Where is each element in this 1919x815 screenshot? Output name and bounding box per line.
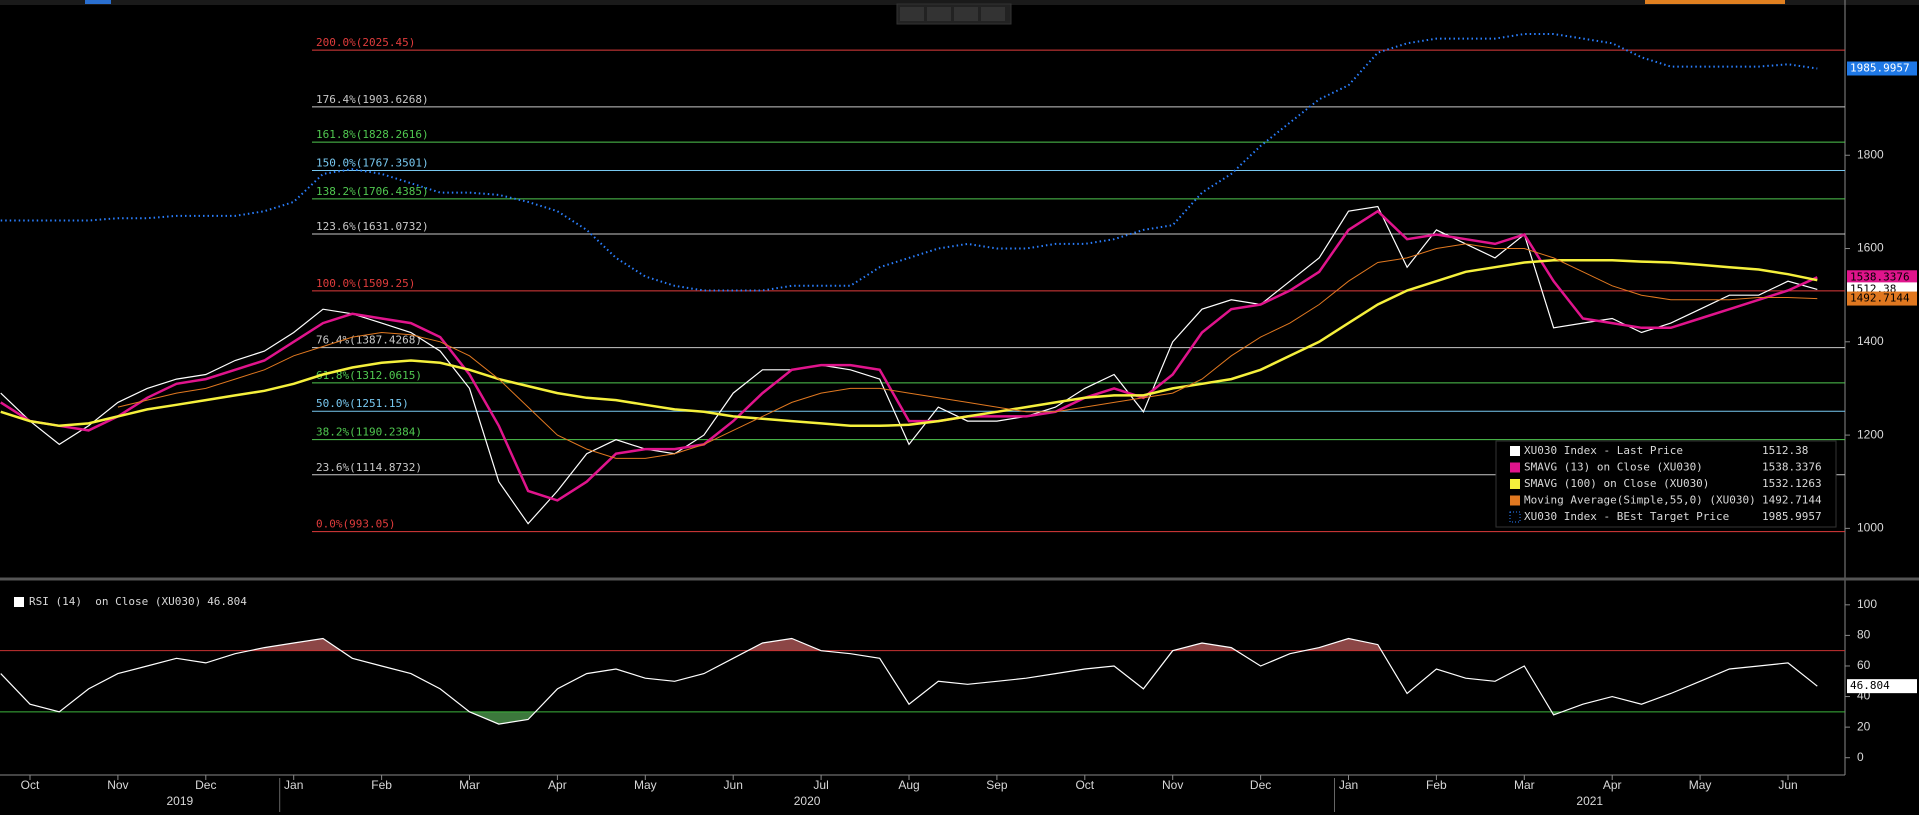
legend-label: SMAVG (100) on Close (XU030): [1524, 477, 1709, 490]
alert-marker: [1645, 0, 1785, 4]
price-tag-label: 1492.7144: [1850, 292, 1910, 305]
legend-value: 1532.1263: [1762, 477, 1822, 490]
legend-label: Moving Average(Simple,55,0) (XU030): [1524, 494, 1756, 507]
y-tick-label: 60: [1857, 658, 1871, 672]
fib-label: 200.0%(2025.45): [316, 36, 415, 49]
price-tag: [1847, 61, 1917, 76]
x-tick-label: Mar: [459, 778, 480, 792]
series-line: [0, 258, 1818, 428]
legend-label: SMAVG (13) on Close (XU030): [1524, 461, 1703, 474]
tool-button[interactable]: [981, 7, 1005, 21]
x-tick-label: Jan: [284, 778, 303, 792]
legend-value: 1492.7144: [1762, 494, 1822, 507]
x-tick-label: May: [1689, 778, 1712, 792]
fib-label: 23.6%(1114.8732): [316, 461, 422, 474]
tool-button[interactable]: [954, 7, 978, 21]
x-tick-label: Nov: [107, 778, 128, 792]
series-line: [0, 209, 1818, 502]
legend-value: 1538.3376: [1762, 461, 1822, 474]
x-tick-label: Jan: [1339, 778, 1358, 792]
y-tick-label: 0: [1857, 750, 1864, 764]
rsi-legend-value: 46.804: [207, 595, 247, 608]
x-tick-label: Jun: [1778, 778, 1797, 792]
fib-label: 161.8%(1828.2616): [316, 128, 429, 141]
x-tick-label: Nov: [1162, 778, 1183, 792]
y-tick-label: 20: [1857, 719, 1871, 733]
fib-label: 50.0%(1251.15): [316, 397, 409, 410]
year-label: 2020: [794, 794, 821, 808]
fib-label: 100.0%(1509.25): [316, 277, 415, 290]
series-line: [0, 637, 1818, 725]
legend-swatch: [1510, 462, 1520, 473]
x-tick-label: Dec: [1250, 778, 1271, 792]
y-tick-label: 1200: [1857, 427, 1884, 441]
legend-label: XU030 Index - BEst Target Price: [1524, 510, 1729, 523]
x-tick-label: Sep: [986, 778, 1008, 792]
price-tag: [1847, 291, 1917, 306]
series-line: [0, 33, 1818, 292]
y-tick-label: 80: [1857, 628, 1871, 642]
x-tick-label: Oct: [21, 778, 40, 792]
legend-label: XU030 Index - Last Price: [1524, 444, 1683, 457]
fib-label: 176.4%(1903.6268): [316, 93, 429, 106]
legend-swatch: [1510, 479, 1520, 489]
legend-swatch: [14, 597, 24, 607]
x-tick-label: Dec: [195, 778, 216, 792]
y-tick-label: 100: [1857, 597, 1877, 611]
top-bar: [0, 0, 1919, 5]
y-tick-label: 1400: [1857, 334, 1884, 348]
tool-button[interactable]: [927, 7, 951, 21]
legend-value: 1512.38: [1762, 444, 1808, 457]
legend-swatch: [1510, 495, 1520, 506]
tab-marker: [85, 0, 111, 4]
series-line: [117, 243, 1818, 459]
x-tick-label: Apr: [1603, 778, 1622, 792]
year-label: 2021: [1576, 794, 1603, 808]
x-tick-label: Jun: [724, 778, 743, 792]
x-tick-label: Jul: [813, 778, 828, 792]
y-tick-label: 1600: [1857, 241, 1884, 255]
fib-label: 76.4%(1387.4268): [316, 334, 422, 347]
x-tick-label: May: [634, 778, 657, 792]
y-tick-label: 1800: [1857, 147, 1884, 161]
x-tick-label: Feb: [1426, 778, 1447, 792]
price-tag: [1847, 679, 1917, 694]
fib-label: 61.8%(1312.0615): [316, 369, 422, 382]
fib-label: 150.0%(1767.3501): [316, 156, 429, 169]
legend-value: 1985.9957: [1762, 510, 1822, 523]
series-line: [0, 205, 1818, 525]
x-tick-label: Oct: [1075, 778, 1094, 792]
toolbar: [896, 3, 1012, 25]
rsi-legend-label: RSI (14) on Close (XU030): [29, 595, 201, 608]
price-tag-label: 1985.9957: [1850, 61, 1910, 74]
x-tick-label: Feb: [371, 778, 392, 792]
x-tick-label: Apr: [548, 778, 567, 792]
fib-label: 38.2%(1190.2384): [316, 426, 422, 439]
legend-swatch: [1510, 446, 1520, 456]
legend-box: [1495, 440, 1837, 528]
price-tag: [1847, 270, 1917, 285]
y-tick-label: 1000: [1857, 521, 1884, 535]
year-label: 2019: [166, 794, 193, 808]
legend-swatch: [1509, 511, 1521, 523]
x-tick-label: Aug: [898, 778, 919, 792]
tool-button[interactable]: [900, 7, 924, 21]
price-tag-label: 1538.3376: [1850, 270, 1910, 283]
fib-label: 138.2%(1706.4385): [316, 185, 429, 198]
fib-label: 0.0%(993.05): [316, 518, 395, 531]
fib-label: 123.6%(1631.0732): [316, 220, 429, 233]
x-tick-label: Mar: [1514, 778, 1535, 792]
price-tag-label: 46.804: [1850, 679, 1890, 692]
